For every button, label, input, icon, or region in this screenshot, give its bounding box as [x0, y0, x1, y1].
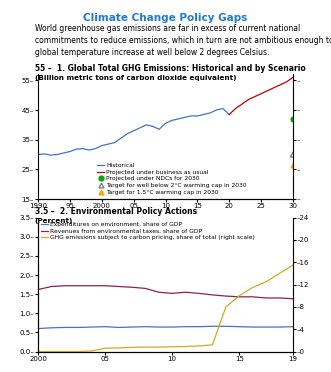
Expenditures on environment, share of GDP — [90, 325, 94, 329]
Expenditures on environment, share of GDP — [130, 325, 134, 329]
Expenditures on environment, share of GDP — [50, 326, 54, 330]
Text: Climate Change Policy Gaps: Climate Change Policy Gaps — [83, 13, 248, 23]
Line: Revenues from environmental taxes, share of GDP: Revenues from environmental taxes, share… — [38, 286, 293, 299]
GHG emissions subject to carbon pricing, share of total (right scale) — [143, 345, 147, 349]
GHG emissions subject to carbon pricing, share of total (right scale) — [90, 349, 94, 353]
GHG emissions subject to carbon pricing, share of total (right scale) — [251, 285, 255, 289]
Revenues from environmental taxes, share of GDP — [90, 283, 94, 288]
Revenues from environmental taxes, share of GDP — [143, 286, 147, 291]
Expenditures on environment, share of GDP — [143, 324, 147, 329]
Text: 55 –  1. Global Total GHG Emissions: Historical and by Scenario: 55 – 1. Global Total GHG Emissions: Hist… — [35, 64, 306, 73]
GHG emissions subject to carbon pricing, share of total (right scale) — [130, 345, 134, 350]
Revenues from environmental taxes, share of GDP — [264, 296, 268, 300]
Expenditures on environment, share of GDP — [170, 325, 174, 329]
Revenues from environmental taxes, share of GDP — [130, 285, 134, 289]
GHG emissions subject to carbon pricing, share of total (right scale) — [211, 343, 214, 347]
Revenues from environmental taxes, share of GDP — [291, 296, 295, 301]
Expenditures on environment, share of GDP — [63, 325, 67, 330]
Revenues from environmental taxes, share of GDP — [50, 284, 54, 289]
GHG emissions subject to carbon pricing, share of total (right scale) — [170, 344, 174, 349]
Revenues from environmental taxes, share of GDP — [103, 283, 107, 288]
Text: (Percent): (Percent) — [35, 218, 73, 224]
Revenues from environmental taxes, share of GDP — [237, 295, 241, 299]
Expenditures on environment, share of GDP — [157, 325, 161, 329]
GHG emissions subject to carbon pricing, share of total (right scale) — [237, 294, 241, 298]
GHG emissions subject to carbon pricing, share of total (right scale) — [103, 346, 107, 350]
Revenues from environmental taxes, share of GDP — [211, 293, 214, 297]
Point — [290, 116, 296, 122]
GHG emissions subject to carbon pricing, share of total (right scale) — [224, 305, 228, 309]
GHG emissions subject to carbon pricing, share of total (right scale) — [157, 345, 161, 349]
Revenues from environmental taxes, share of GDP — [277, 296, 281, 300]
Expenditures on environment, share of GDP — [76, 325, 80, 330]
Expenditures on environment, share of GDP — [277, 325, 281, 329]
Expenditures on environment, share of GDP — [224, 324, 228, 328]
Revenues from environmental taxes, share of GDP — [36, 287, 40, 292]
GHG emissions subject to carbon pricing, share of total (right scale) — [36, 349, 40, 354]
GHG emissions subject to carbon pricing, share of total (right scale) — [76, 349, 80, 354]
Expenditures on environment, share of GDP — [264, 325, 268, 329]
Expenditures on environment, share of GDP — [197, 324, 201, 329]
Point — [290, 162, 296, 168]
GHG emissions subject to carbon pricing, share of total (right scale) — [197, 344, 201, 348]
Line: Expenditures on environment, share of GDP: Expenditures on environment, share of GD… — [38, 326, 293, 328]
Revenues from environmental taxes, share of GDP — [170, 291, 174, 296]
Expenditures on environment, share of GDP — [237, 324, 241, 329]
GHG emissions subject to carbon pricing, share of total (right scale) — [277, 271, 281, 276]
Legend: Historical, Projected under business as usual, Projected under NDCs for 2030, Ta: Historical, Projected under business as … — [97, 163, 247, 195]
Expenditures on environment, share of GDP — [36, 326, 40, 331]
Expenditures on environment, share of GDP — [251, 325, 255, 329]
Line: GHG emissions subject to carbon pricing, share of total (right scale): GHG emissions subject to carbon pricing,… — [38, 265, 293, 352]
Text: 3.5 –  2. Environmental Policy Actions: 3.5 – 2. Environmental Policy Actions — [35, 207, 197, 216]
Point — [290, 151, 296, 157]
GHG emissions subject to carbon pricing, share of total (right scale) — [50, 349, 54, 354]
Revenues from environmental taxes, share of GDP — [76, 283, 80, 288]
GHG emissions subject to carbon pricing, share of total (right scale) — [184, 344, 188, 349]
Revenues from environmental taxes, share of GDP — [251, 295, 255, 299]
Expenditures on environment, share of GDP — [211, 324, 214, 328]
GHG emissions subject to carbon pricing, share of total (right scale) — [291, 263, 295, 267]
Expenditures on environment, share of GDP — [117, 325, 120, 330]
Revenues from environmental taxes, share of GDP — [224, 294, 228, 298]
Expenditures on environment, share of GDP — [103, 324, 107, 329]
Revenues from environmental taxes, share of GDP — [184, 290, 188, 295]
Expenditures on environment, share of GDP — [291, 324, 295, 329]
Expenditures on environment, share of GDP — [184, 324, 188, 329]
Revenues from environmental taxes, share of GDP — [63, 283, 67, 288]
Revenues from environmental taxes, share of GDP — [117, 284, 120, 289]
Revenues from environmental taxes, share of GDP — [157, 290, 161, 295]
GHG emissions subject to carbon pricing, share of total (right scale) — [117, 346, 120, 350]
Text: (Billion metric tons of carbon dioxide equivalent): (Billion metric tons of carbon dioxide e… — [35, 75, 236, 81]
Revenues from environmental taxes, share of GDP — [197, 291, 201, 296]
Text: World greenhouse gas emissions are far in excess of current national
commitments: World greenhouse gas emissions are far i… — [35, 24, 331, 58]
GHG emissions subject to carbon pricing, share of total (right scale) — [63, 349, 67, 354]
Legend: Expenditures on environment, share of GDP, Revenues from environmental taxes, sh: Expenditures on environment, share of GD… — [41, 222, 255, 240]
GHG emissions subject to carbon pricing, share of total (right scale) — [264, 280, 268, 284]
